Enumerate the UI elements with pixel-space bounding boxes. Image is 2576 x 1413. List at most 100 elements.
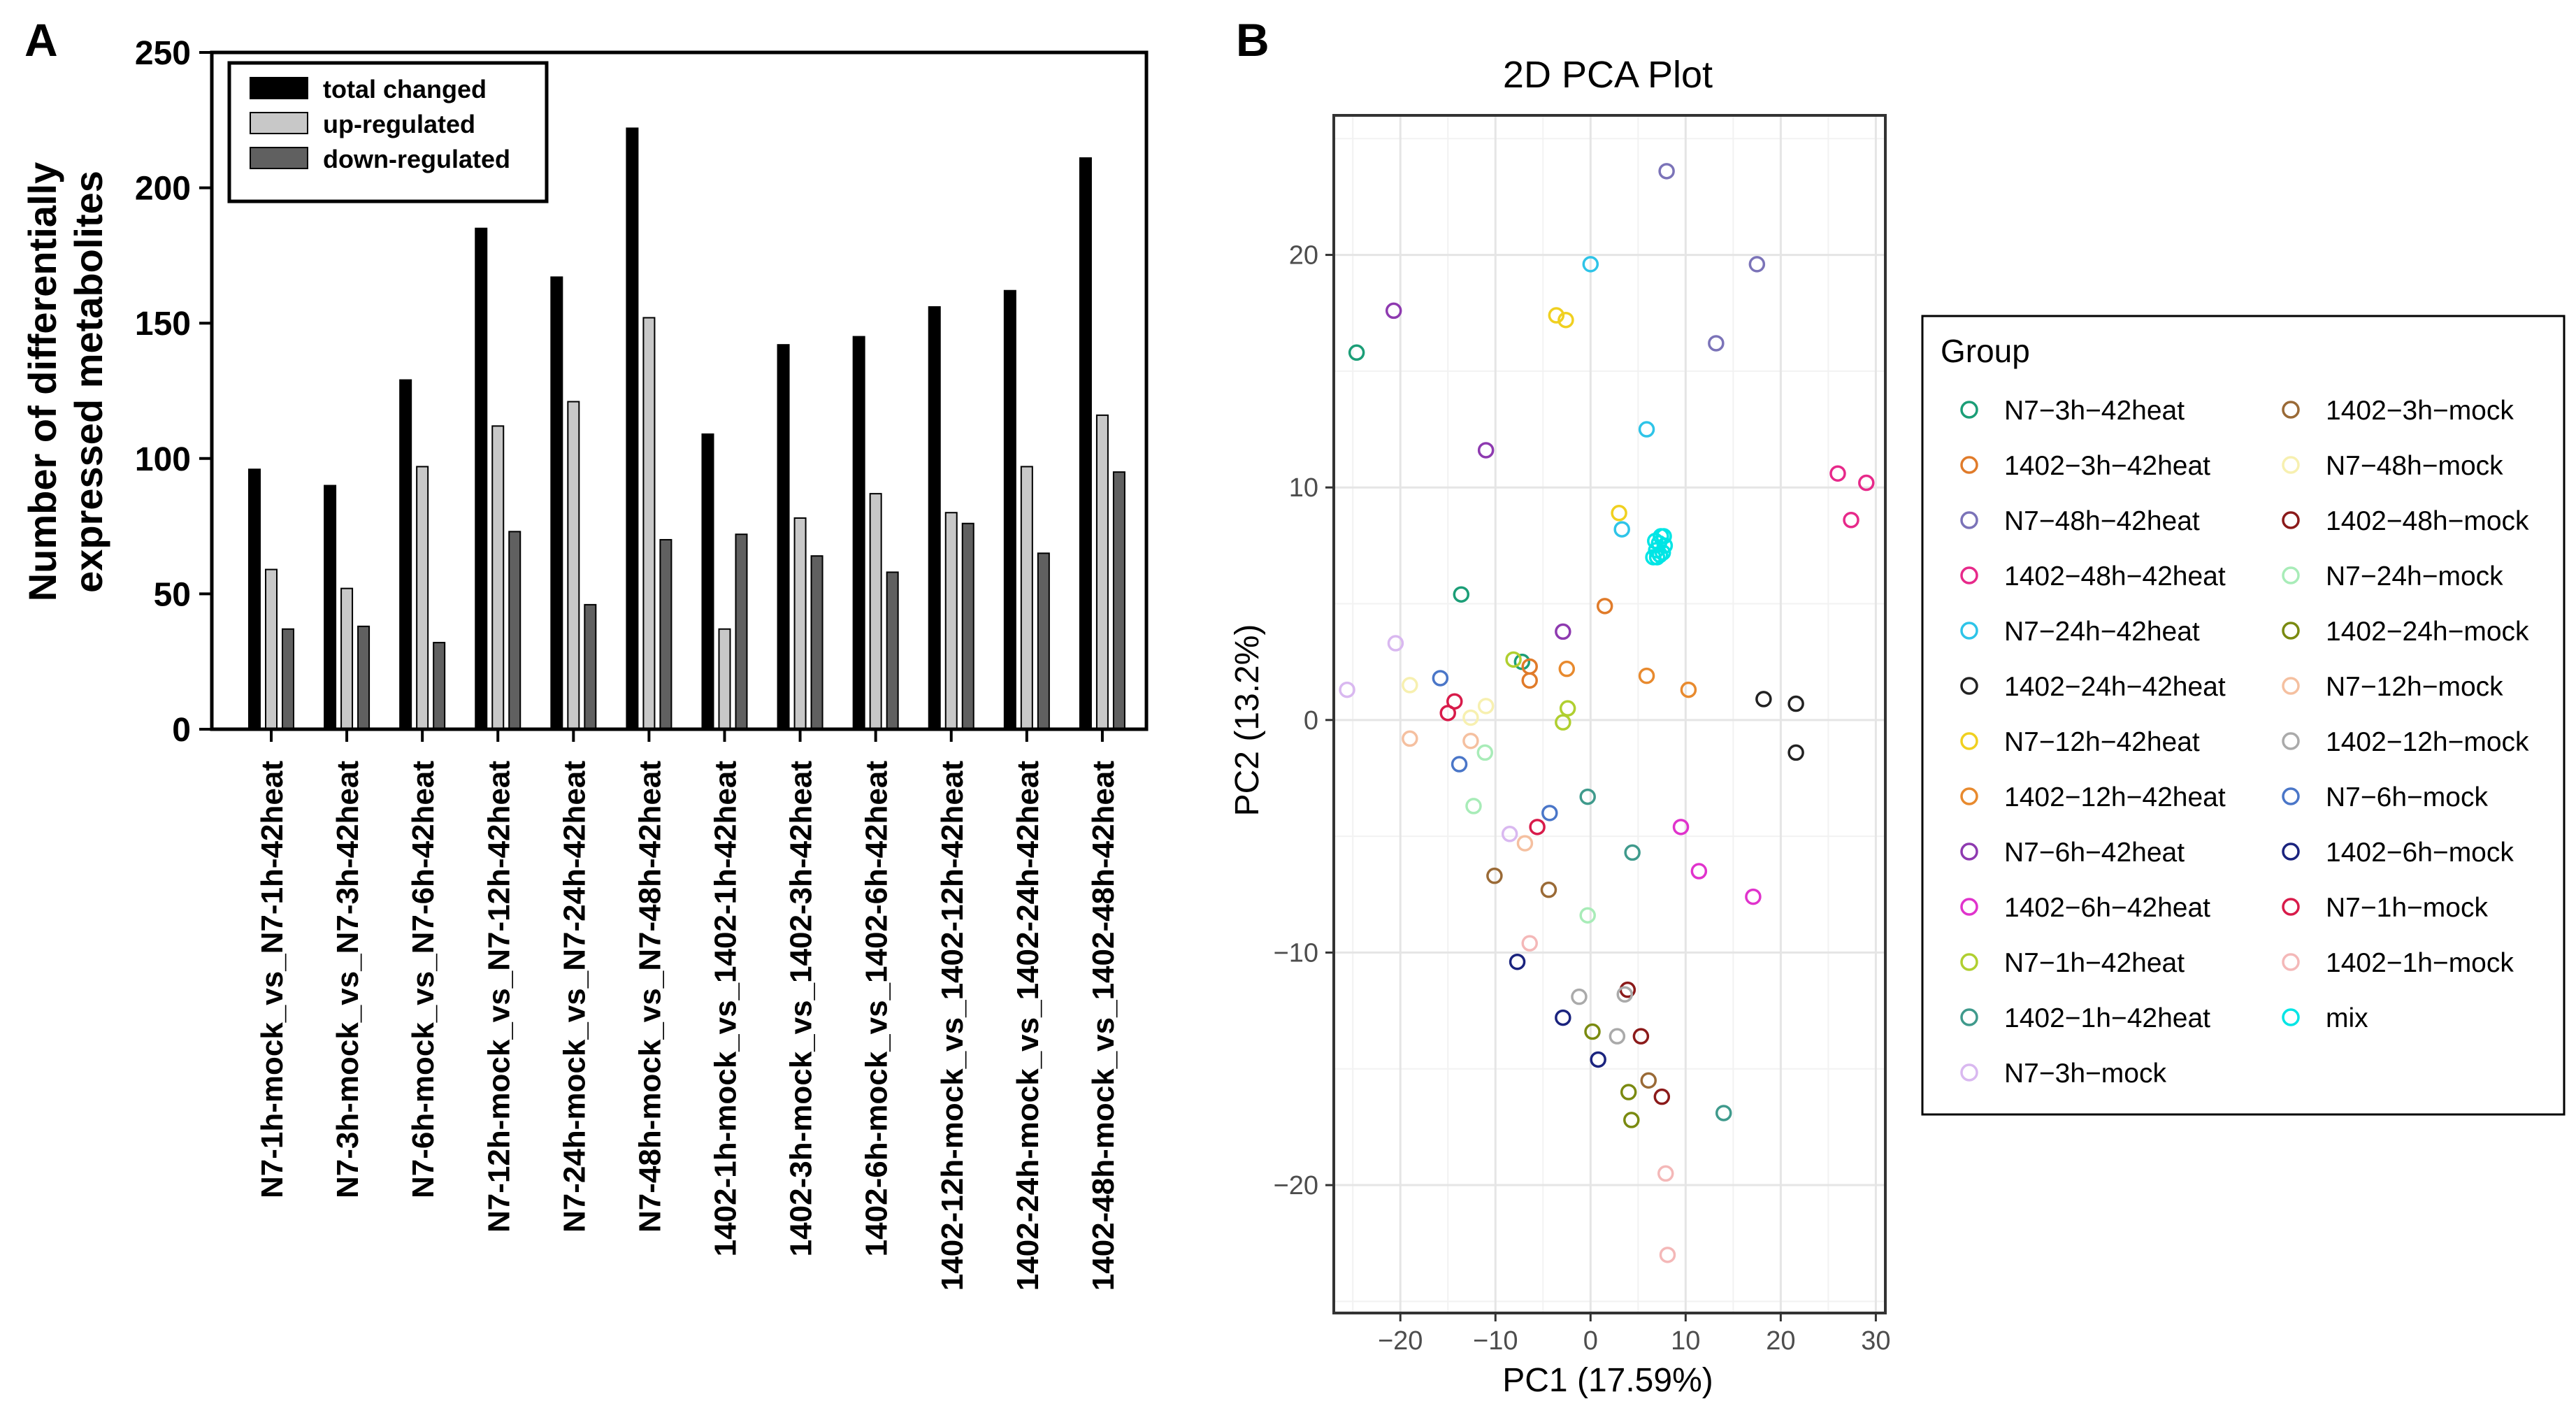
pca-legend-marker (1960, 1063, 1978, 1082)
pca-point (1680, 681, 1697, 698)
pca-legend-marker (2282, 401, 2300, 419)
pca-point (1647, 532, 1664, 550)
pca-legend-label: mix (2326, 1003, 2368, 1033)
bar-axes: 0 50 100 150 200 250 (135, 35, 1149, 749)
bar-down-regulated-2 (357, 625, 370, 731)
bar-total-changed-11 (1003, 289, 1016, 730)
pca-point (1632, 1028, 1650, 1045)
pca-legend-label: 1402−3h−42heat (2004, 451, 2210, 481)
pca-point (1548, 307, 1565, 324)
bar-legend-swatch (250, 77, 308, 99)
pca-legend-marker (2282, 787, 2300, 805)
pca-legend-marker (2282, 898, 2300, 916)
pca-legend-label: 1402−12h−mock (2326, 727, 2529, 757)
pca-point (1655, 528, 1672, 545)
pca-legend-label: 1402−6h−42heat (2004, 893, 2210, 923)
pca-point (1571, 988, 1588, 1005)
bar-up-regulated-8 (793, 517, 807, 730)
bar-total-changed-5 (550, 276, 563, 731)
bar-x-tick-label: 1402-6h-mock_vs_1402-6h-42heat (860, 761, 894, 1257)
pca-point (1476, 744, 1494, 761)
pca-x-tick-label: 20 (1766, 1326, 1795, 1356)
bar-y-tick-label: 0 (172, 712, 191, 749)
bar-up-regulated-6 (642, 317, 656, 730)
pca-point (1521, 672, 1538, 689)
bar-total-changed-4 (475, 227, 488, 730)
bar-down-regulated-6 (659, 538, 672, 731)
pca-legend-label: N7−6h−mock (2326, 782, 2488, 812)
pca-legend: Group N7−3h−42heat 1402−3h−42heat N7−48h−42… (1921, 315, 2566, 1116)
pca-x-tick-label: 0 (1583, 1326, 1598, 1356)
bar-x-tick-label: N7-12h-mock_vs_N7-12h-42heat (482, 761, 516, 1233)
pca-points (1339, 163, 1875, 1263)
pca-legend-marker (2282, 622, 2300, 640)
bar-up-regulated-7 (718, 628, 731, 731)
pca-point (1451, 756, 1468, 773)
pca-point (1624, 844, 1641, 861)
pca-title: 2D PCA Plot (1503, 54, 1713, 96)
pca-point (1541, 805, 1558, 822)
pca-point (1616, 986, 1634, 1003)
pca-point (1656, 537, 1674, 554)
bar-total-changed-3 (399, 379, 412, 731)
pca-legend-label: N7−48h−mock (2326, 451, 2503, 481)
pca-point (1462, 709, 1479, 726)
pca-point (1559, 700, 1576, 717)
pca-point (1509, 953, 1526, 970)
bar-down-regulated-1 (282, 628, 294, 731)
bar-total-changed-12 (1079, 157, 1092, 730)
bar-up-regulated-11 (1020, 466, 1033, 731)
bar-x-tick-label: N7-1h-mock_vs_N7-1h-42heat (255, 761, 289, 1198)
panel-b-pca-plot: B 2D PCA Plot −20 −10 0 10 20 30 −20 −10 0 10 20 P… (1229, 14, 2566, 1399)
pca-legend-title: Group (1941, 333, 2030, 369)
bar-plot-frame (210, 50, 1149, 731)
bar-x-tick-label: 1402-24h-mock_vs_1402-24h-42heat (1011, 761, 1045, 1291)
pca-legend-label: 1402−1h−mock (2326, 948, 2514, 978)
pca-point (1558, 660, 1576, 677)
pca-y-tick-label: −20 (1274, 1171, 1318, 1200)
pca-point (1529, 819, 1546, 835)
pca-legend-marker (1960, 677, 1978, 695)
pca-legend-label: N7−48h−42heat (2004, 506, 2200, 536)
pca-legend-label: N7−1h−42heat (2004, 948, 2185, 978)
pca-legend-label: N7−1h−mock (2326, 893, 2488, 923)
pca-legend-label: N7−24h−42heat (2004, 617, 2200, 647)
pca-legend-marker (1960, 1008, 1978, 1026)
pca-point (1590, 1051, 1606, 1068)
pca-grid (1334, 115, 1885, 1313)
pca-x-tick-label: −20 (1378, 1326, 1423, 1356)
pca-legend-label: 1402−12h−42heat (2004, 782, 2226, 812)
pca-point (1658, 163, 1675, 180)
pca-point (1755, 691, 1772, 708)
pca-point (1348, 344, 1365, 361)
bar-y-tick-label: 100 (135, 441, 191, 478)
pca-point (1653, 1088, 1671, 1105)
pca-point (1640, 1072, 1657, 1089)
bar-up-regulated-3 (416, 466, 429, 731)
bar-x-tick-label: N7-24h-mock_vs_N7-24h-42heat (557, 761, 591, 1233)
pca-legend-marker (1960, 456, 1978, 474)
pca-legend-label: N7−12h−mock (2326, 672, 2503, 702)
pca-point (1623, 1112, 1640, 1128)
bar-total-changed-9 (852, 336, 865, 730)
bar-legend-swatch (250, 147, 308, 169)
panel-a-bar-chart: A Number of differentially expressed met… (20, 14, 1149, 1291)
bar-x-tick-label: N7-6h-mock_vs_N7-6h-42heat (406, 761, 440, 1198)
pca-legend-marker (1960, 732, 1978, 750)
pca-point (1582, 256, 1599, 273)
bar-up-regulated-10 (944, 512, 958, 730)
pca-legend-marker (1960, 953, 1978, 971)
bar-y-tick-label: 50 (154, 576, 191, 613)
pca-legend-label: 1402−24h−42heat (2004, 672, 2226, 702)
pca-axes: −20 −10 0 10 20 30 −20 −10 0 10 20 (1274, 114, 1891, 1356)
bar-x-tick-label: 1402-48h-mock_vs_1402-48h-42heat (1086, 761, 1121, 1291)
pca-point (1596, 598, 1613, 615)
pca-point (1555, 623, 1571, 640)
pca-point (1465, 798, 1482, 815)
pca-legend-marker (2282, 511, 2300, 529)
pca-point (1620, 1084, 1637, 1100)
pca-point (1748, 256, 1766, 273)
bar-x-tick-label: 1402-12h-mock_vs_1402-12h-42heat (935, 761, 970, 1291)
pca-legend-marker (2282, 456, 2300, 474)
